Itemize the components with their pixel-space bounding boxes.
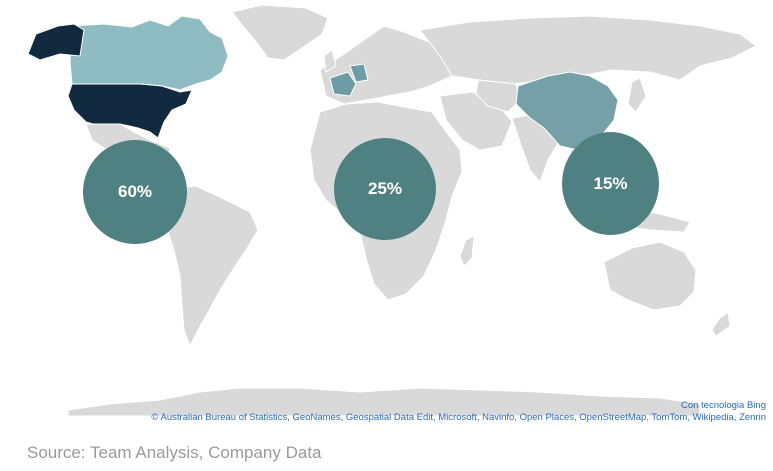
greenland-region (231, 4, 329, 61)
europe-africa-bubble: 25% (334, 138, 436, 240)
uk-region (323, 49, 337, 73)
russia-region (419, 15, 757, 85)
new-zealand-region (711, 311, 731, 337)
alaska-region (27, 23, 85, 61)
asia-bubble-label: 15% (593, 173, 628, 193)
americas-bubble: 60% (83, 140, 187, 244)
central-asia-region (475, 79, 521, 113)
americas-bubble-label: 60% (117, 182, 153, 201)
source-note: Source: Team Analysis, Company Data (27, 443, 322, 462)
canada-region (69, 15, 229, 91)
map-provider-link[interactable]: Con tecnologia Bing (680, 400, 766, 411)
germany-region (349, 63, 369, 83)
france-region (329, 71, 357, 97)
asia-bubble: 15% (562, 132, 659, 235)
china-region (515, 71, 619, 151)
world-map: 60% 25% 15% (27, 4, 757, 417)
madagascar-region (459, 235, 475, 267)
japan-region (627, 77, 647, 113)
australia-region (603, 241, 697, 311)
south-america-region (165, 185, 259, 348)
europe-africa-bubble-label: 25% (367, 179, 403, 198)
antarctica-region (67, 387, 701, 417)
map-credits-link[interactable]: © Australian Bureau of Statistics, GeoNa… (151, 412, 766, 423)
